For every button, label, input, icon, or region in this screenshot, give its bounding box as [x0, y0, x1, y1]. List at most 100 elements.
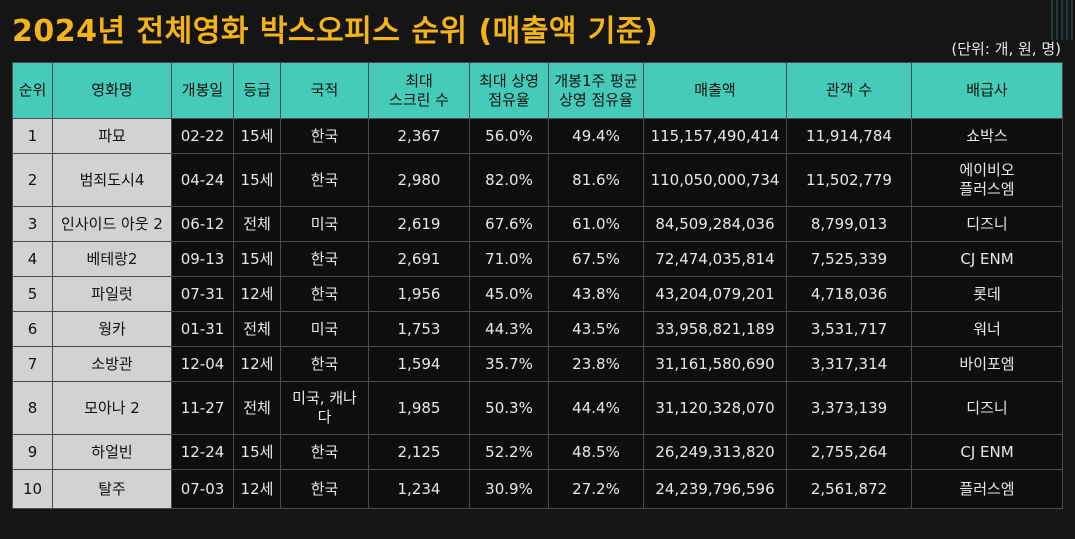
- max-share-cell: 30.9%: [469, 469, 549, 509]
- max-share-cell: 71.0%: [469, 241, 549, 277]
- max-share-cell: 50.3%: [469, 381, 549, 435]
- rank-cell: 8: [12, 381, 53, 435]
- movie-name-cell: 탈주: [52, 469, 172, 509]
- revenue-cell: 33,958,821,189: [643, 311, 787, 347]
- movie-name-cell: 모아나 2: [52, 381, 172, 435]
- rank-cell: 5: [12, 276, 53, 312]
- revenue-cell: 84,509,284,036: [643, 206, 787, 242]
- max-share-cell: 45.0%: [469, 276, 549, 312]
- table-row: 2 범죄도시4 04-24 15세 한국 2,980 82.0% 81.6% 110,050,0…: [12, 153, 1063, 207]
- header-max-screens: 최대 스크린 수: [368, 62, 470, 119]
- max-share-cell: 35.7%: [469, 346, 549, 382]
- max-screens-cell: 1,234: [368, 469, 470, 509]
- max-share-cell: 56.0%: [469, 118, 549, 154]
- table-row: 8 모아나 2 11-27 전체 미국, 캐나 다 1,985 50.3% 44.4% 31,1…: [12, 381, 1063, 435]
- header-audience: 관객 수: [786, 62, 912, 119]
- revenue-cell: 110,050,000,734: [643, 153, 787, 207]
- audience-cell: 3,373,139: [786, 381, 912, 435]
- audience-cell: 3,531,717: [786, 311, 912, 347]
- distributor-cell: 워너: [911, 311, 1063, 347]
- audience-cell: 4,718,036: [786, 276, 912, 312]
- page-title: 2024년 전체영화 박스오피스 순위 (매출액 기준): [12, 14, 659, 49]
- first-week-share-cell: 67.5%: [548, 241, 644, 277]
- distributor-cell: 디즈니: [911, 206, 1063, 242]
- release-date-cell: 04-24: [171, 153, 234, 207]
- movie-name-cell: 소방관: [52, 346, 172, 382]
- header-first-week-share: 개봉1주 평균 상영 점유율: [548, 62, 644, 119]
- country-cell: 미국: [280, 311, 369, 347]
- max-screens-cell: 2,367: [368, 118, 470, 154]
- max-screens-cell: 2,125: [368, 434, 470, 470]
- rank-cell: 3: [12, 206, 53, 242]
- first-week-share-cell: 43.5%: [548, 311, 644, 347]
- table-row: 1 파묘 02-22 15세 한국 2,367 56.0% 49.4% 115,157,490,…: [12, 118, 1063, 154]
- rank-cell: 1: [12, 118, 53, 154]
- distributor-cell: CJ ENM: [911, 434, 1063, 470]
- decorative-pattern: [1051, 0, 1075, 40]
- release-date-cell: 12-04: [171, 346, 234, 382]
- first-week-share-cell: 23.8%: [548, 346, 644, 382]
- first-week-share-cell: 27.2%: [548, 469, 644, 509]
- max-screens-cell: 2,691: [368, 241, 470, 277]
- table-row: 4 베테랑2 09-13 15세 한국 2,691 71.0% 67.5% 72,474,035…: [12, 241, 1063, 277]
- rating-cell: 15세: [233, 434, 281, 470]
- country-cell: 한국: [280, 118, 369, 154]
- max-share-cell: 44.3%: [469, 311, 549, 347]
- rating-cell: 12세: [233, 469, 281, 509]
- first-week-share-cell: 44.4%: [548, 381, 644, 435]
- audience-cell: 2,755,264: [786, 434, 912, 470]
- table-row: 5 파일럿 07-31 12세 한국 1,956 45.0% 43.8% 43,204,079,…: [12, 276, 1063, 312]
- header-country: 국적: [280, 62, 369, 119]
- rating-cell: 15세: [233, 118, 281, 154]
- country-cell: 한국: [280, 434, 369, 470]
- rating-cell: 전체: [233, 206, 281, 242]
- release-date-cell: 07-31: [171, 276, 234, 312]
- max-screens-cell: 1,985: [368, 381, 470, 435]
- rank-cell: 6: [12, 311, 53, 347]
- unit-note: (단위: 개, 원, 명): [951, 40, 1061, 58]
- distributor-cell: 롯데: [911, 276, 1063, 312]
- movie-name-cell: 웡카: [52, 311, 172, 347]
- max-screens-cell: 1,594: [368, 346, 470, 382]
- release-date-cell: 06-12: [171, 206, 234, 242]
- header-max-share: 최대 상영 점유율: [469, 62, 549, 119]
- revenue-cell: 31,161,580,690: [643, 346, 787, 382]
- header-rank: 순위: [12, 62, 53, 119]
- first-week-share-cell: 43.8%: [548, 276, 644, 312]
- first-week-share-cell: 48.5%: [548, 434, 644, 470]
- release-date-cell: 07-03: [171, 469, 234, 509]
- revenue-cell: 72,474,035,814: [643, 241, 787, 277]
- movie-name-cell: 베테랑2: [52, 241, 172, 277]
- revenue-cell: 24,239,796,596: [643, 469, 787, 509]
- max-screens-cell: 2,619: [368, 206, 470, 242]
- release-date-cell: 12-24: [171, 434, 234, 470]
- header-revenue: 매출액: [643, 62, 787, 119]
- max-share-cell: 52.2%: [469, 434, 549, 470]
- revenue-cell: 115,157,490,414: [643, 118, 787, 154]
- rank-cell: 10: [12, 469, 53, 509]
- max-screens-cell: 2,980: [368, 153, 470, 207]
- rank-cell: 7: [12, 346, 53, 382]
- rank-cell: 4: [12, 241, 53, 277]
- release-date-cell: 11-27: [171, 381, 234, 435]
- country-cell: 한국: [280, 241, 369, 277]
- table-row: 7 소방관 12-04 12세 한국 1,594 35.7% 23.8% 31,161,580,…: [12, 346, 1063, 382]
- max-share-cell: 67.6%: [469, 206, 549, 242]
- revenue-cell: 26,249,313,820: [643, 434, 787, 470]
- distributor-cell: 바이포엠: [911, 346, 1063, 382]
- distributor-cell: 쇼박스: [911, 118, 1063, 154]
- distributor-cell: 에이비오 플러스엠: [911, 153, 1063, 207]
- distributor-cell: 플러스엠: [911, 469, 1063, 509]
- audience-cell: 7,525,339: [786, 241, 912, 277]
- rank-cell: 9: [12, 434, 53, 470]
- rating-cell: 전체: [233, 311, 281, 347]
- table-row: 10 탈주 07-03 12세 한국 1,234 30.9% 27.2% 24,239,796,…: [12, 469, 1063, 509]
- movie-name-cell: 범죄도시4: [52, 153, 172, 207]
- release-date-cell: 09-13: [171, 241, 234, 277]
- country-cell: 한국: [280, 153, 369, 207]
- header-rating: 등급: [233, 62, 281, 119]
- table-row: 6 웡카 01-31 전체 미국 1,753 44.3% 43.5% 33,958,821,18…: [12, 311, 1063, 347]
- movie-name-cell: 하얼빈: [52, 434, 172, 470]
- audience-cell: 2,561,872: [786, 469, 912, 509]
- country-cell: 미국, 캐나 다: [280, 381, 369, 435]
